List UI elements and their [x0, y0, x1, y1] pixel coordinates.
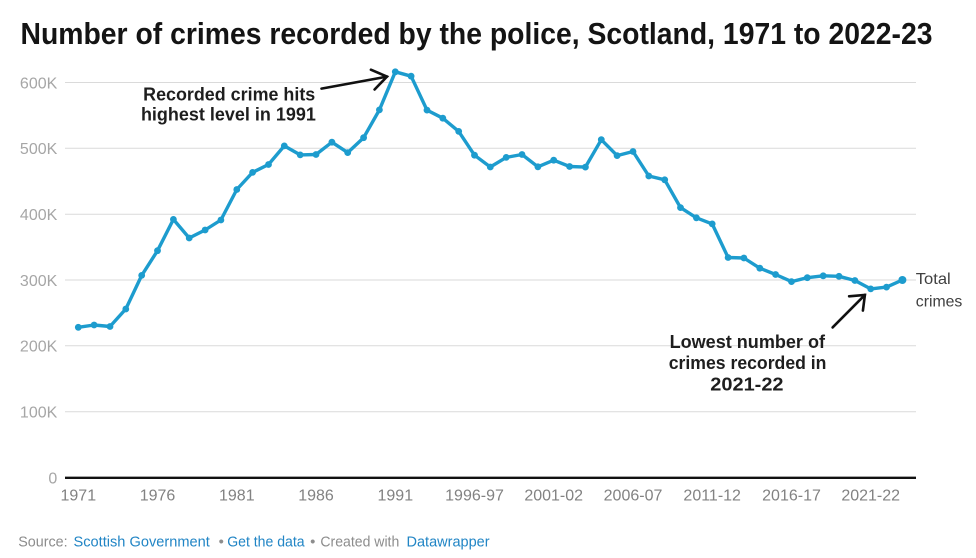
- svg-text:300K: 300K: [20, 273, 58, 290]
- svg-text:Total: Total: [916, 271, 951, 288]
- svg-text:2016-17: 2016-17: [762, 487, 821, 504]
- svg-text:200K: 200K: [20, 339, 58, 356]
- svg-text:•: •: [310, 533, 315, 550]
- svg-text:2001-02: 2001-02: [524, 487, 583, 504]
- svg-text:Number of crimes recorded by t: Number of crimes recorded by the police,…: [21, 16, 933, 51]
- svg-text:1971: 1971: [61, 487, 97, 504]
- svg-text:Get the data: Get the data: [227, 533, 305, 550]
- svg-text:Created with: Created with: [320, 533, 399, 550]
- svg-text:1996-97: 1996-97: [445, 487, 504, 504]
- svg-text:crimes recorded in: crimes recorded in: [669, 352, 827, 373]
- svg-text:highest level in 1991: highest level in 1991: [141, 104, 316, 125]
- svg-text:600K: 600K: [20, 75, 58, 92]
- svg-text:2006-07: 2006-07: [604, 487, 663, 504]
- svg-text:2011-12: 2011-12: [683, 487, 741, 504]
- svg-text:crimes: crimes: [916, 294, 963, 311]
- svg-text:Recorded crime hits: Recorded crime hits: [143, 83, 315, 104]
- svg-text:Scottish Government: Scottish Government: [74, 533, 211, 550]
- svg-text:0: 0: [48, 471, 57, 488]
- svg-text:2021-22: 2021-22: [710, 374, 783, 395]
- svg-text:1991: 1991: [378, 487, 414, 504]
- svg-text:400K: 400K: [20, 207, 58, 224]
- svg-text:Datawrapper: Datawrapper: [407, 533, 490, 550]
- svg-text:100K: 100K: [20, 405, 58, 422]
- svg-text:•: •: [219, 533, 224, 550]
- svg-text:1976: 1976: [140, 487, 176, 504]
- svg-text:1986: 1986: [298, 487, 334, 504]
- svg-text:500K: 500K: [20, 141, 58, 158]
- svg-text:1981: 1981: [219, 487, 255, 504]
- svg-text:2021-22: 2021-22: [841, 487, 900, 504]
- svg-text:Source:: Source:: [18, 533, 67, 550]
- svg-text:Lowest number of: Lowest number of: [670, 331, 826, 352]
